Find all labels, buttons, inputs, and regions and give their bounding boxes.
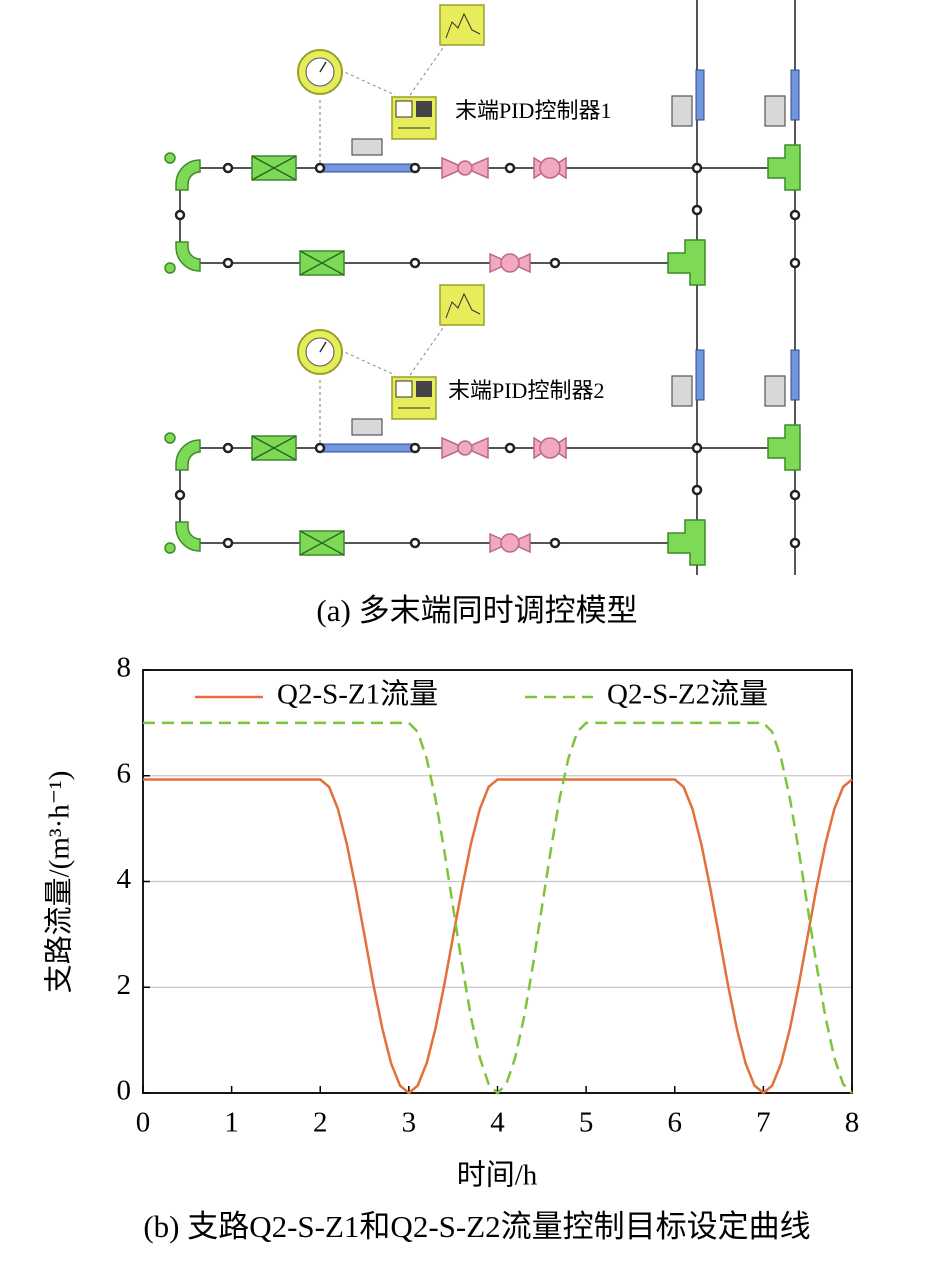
x-tick-label: 6 <box>668 1107 683 1139</box>
x-tick-label: 7 <box>756 1107 771 1139</box>
x-axis-label: 时间/h <box>457 1159 538 1192</box>
y-tick-label: 4 <box>117 863 132 895</box>
chart: 时间/h 支路流量/(m³·h⁻¹) (b) 支路Q2-S-Z1和Q2-S-Z2… <box>43 652 860 1244</box>
x-tick-label: 0 <box>136 1107 151 1139</box>
x-tick-label: 1 <box>224 1107 239 1139</box>
y-tick-label: 0 <box>117 1075 132 1107</box>
series-line <box>143 721 853 1095</box>
caption: (b) 支路Q2-S-Z1和Q2-S-Z2流量控制目标设定曲线 <box>143 1209 810 1244</box>
series-line <box>143 778 853 1095</box>
y-tick-label: 2 <box>117 969 132 1001</box>
x-tick-label: 2 <box>313 1107 328 1139</box>
diagram-label: 末端PID控制器2 <box>448 378 604 403</box>
subsystem <box>163 3 802 287</box>
legend-label: Q2-S-Z1流量 <box>277 678 438 711</box>
x-tick-label: 5 <box>579 1107 594 1139</box>
legend-label: Q2-S-Z2流量 <box>607 678 768 711</box>
y-tick-label: 6 <box>117 757 132 789</box>
diagram-label: 末端PID控制器1 <box>455 98 611 123</box>
x-tick-label: 4 <box>490 1107 505 1139</box>
subsystem <box>163 283 802 567</box>
y-tick-label: 8 <box>117 652 132 684</box>
x-tick-label: 8 <box>845 1107 860 1139</box>
caption: (a) 多末端同时调控模型 <box>316 593 637 628</box>
y-axis-label: 支路流量/(m³·h⁻¹) <box>43 771 76 994</box>
x-tick-label: 3 <box>402 1107 417 1139</box>
